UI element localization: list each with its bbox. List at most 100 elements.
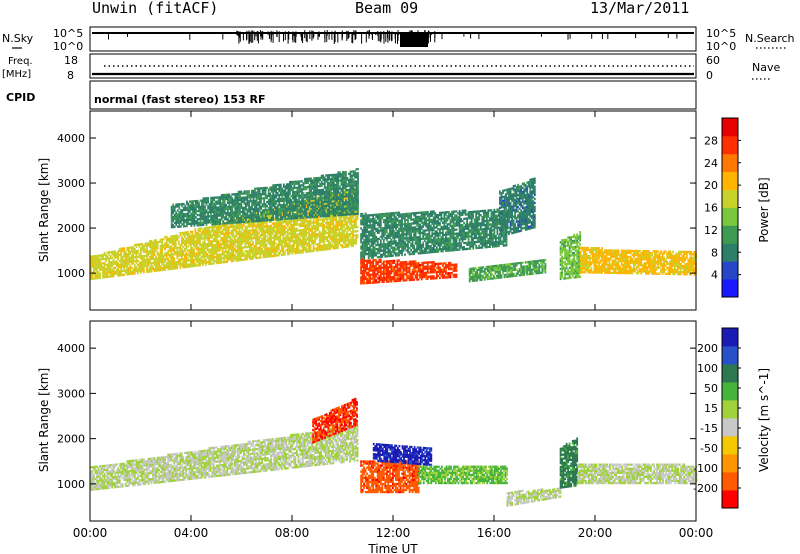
- echo-cell: [210, 215, 212, 218]
- echo-cell: [339, 213, 341, 217]
- echo-cell: [231, 215, 234, 218]
- echo-cell: [226, 211, 229, 215]
- echo-cell: [315, 208, 318, 212]
- echo-cell: [269, 218, 272, 222]
- echo-cell: [282, 199, 285, 202]
- echo-cell: [158, 259, 160, 262]
- echo-cell: [349, 188, 352, 192]
- echo-cell: [283, 243, 286, 246]
- echo-cell: [244, 221, 247, 225]
- echo-cell: [265, 251, 268, 254]
- echo-cell: [341, 229, 344, 233]
- echo-cell: [228, 213, 231, 217]
- echo-cell: [355, 220, 357, 223]
- echo-cell: [278, 189, 281, 193]
- echo-cell: [173, 267, 176, 270]
- echo-cell: [279, 189, 282, 193]
- echo-cell: [202, 259, 204, 262]
- echo-cell: [354, 200, 356, 203]
- echo-cell: [301, 206, 303, 209]
- echo-cell: [261, 191, 264, 194]
- echo-cell: [313, 181, 315, 184]
- echo-cell: [197, 252, 200, 255]
- echo-cell: [352, 182, 355, 185]
- echo-cell: [304, 182, 306, 185]
- echo-cell: [349, 216, 351, 220]
- echo-cell: [314, 237, 316, 240]
- echo-cell: [272, 188, 275, 191]
- echo-cell: [252, 208, 255, 211]
- echo-cell: [193, 224, 196, 227]
- echo-cell: [352, 242, 354, 245]
- echo-cell: [197, 233, 200, 237]
- echo-cell: [243, 240, 245, 243]
- echo-cell: [332, 200, 335, 203]
- echo-cell: [226, 252, 229, 255]
- echo-cell: [310, 216, 312, 219]
- echo-cell: [218, 255, 221, 258]
- echo-cell: [327, 241, 330, 244]
- echo-cell: [323, 200, 326, 204]
- echo-cell: [254, 209, 256, 213]
- echo-cell: [183, 247, 186, 250]
- echo-cell: [165, 239, 168, 243]
- echo-cell: [223, 210, 226, 213]
- echo-cell: [226, 238, 229, 241]
- echo-cell: [277, 235, 280, 239]
- echo-cell: [197, 248, 200, 251]
- echo-cell: [222, 220, 225, 223]
- echo-cell: [315, 225, 318, 228]
- echo-cell: [312, 213, 315, 216]
- echo-cell: [183, 261, 186, 265]
- echo-cell: [143, 263, 145, 266]
- echo-cell: [345, 179, 347, 182]
- echo-cell: [217, 218, 220, 221]
- echo-cell: [329, 231, 332, 234]
- echo-cell: [190, 214, 193, 217]
- echo-cell: [340, 217, 342, 221]
- echo-cell: [336, 240, 339, 243]
- echo-cell: [288, 220, 291, 223]
- echo-cell: [202, 261, 204, 264]
- echo-cell: [308, 207, 310, 210]
- echo-cell: [304, 204, 306, 207]
- echo-cell: [346, 201, 349, 204]
- echo-cell: [246, 198, 249, 201]
- echo-cell: [205, 201, 208, 204]
- echo-cell: [324, 217, 327, 221]
- echo-cell: [211, 223, 214, 226]
- echo-cell: [279, 243, 282, 247]
- echo-cell: [352, 206, 355, 210]
- echo-cell: [313, 185, 315, 188]
- echo-cell: [228, 193, 231, 196]
- echo-cell: [323, 240, 326, 243]
- echo-cell: [244, 242, 247, 245]
- echo-cell: [263, 201, 265, 204]
- echo-cell: [186, 214, 188, 218]
- echo-cell: [326, 212, 329, 215]
- echo-cell: [205, 232, 207, 236]
- echo-cell: [234, 209, 237, 212]
- echo-cell: [94, 269, 97, 272]
- echo-cell: [204, 215, 206, 218]
- echo-cell: [317, 176, 320, 180]
- echo-cell: [318, 230, 321, 233]
- echo-cell: [293, 231, 295, 235]
- echo-cell: [290, 180, 293, 184]
- echo-cell: [336, 224, 339, 227]
- echo-cell: [212, 225, 215, 229]
- echo-cell: [299, 219, 301, 222]
- echo-cell: [264, 215, 267, 218]
- echo-cell: [258, 207, 261, 210]
- echo-cell: [322, 205, 325, 208]
- echo-cell: [341, 238, 344, 241]
- echo-cell: [340, 209, 343, 212]
- echo-cell: [296, 202, 299, 206]
- echo-cell: [217, 233, 220, 236]
- echo-cell: [162, 244, 165, 247]
- echo-cell: [96, 262, 98, 266]
- echo-cell: [339, 173, 341, 176]
- echo-cell: [120, 249, 123, 252]
- echo-cell: [205, 245, 207, 248]
- echo-cell: [258, 189, 261, 192]
